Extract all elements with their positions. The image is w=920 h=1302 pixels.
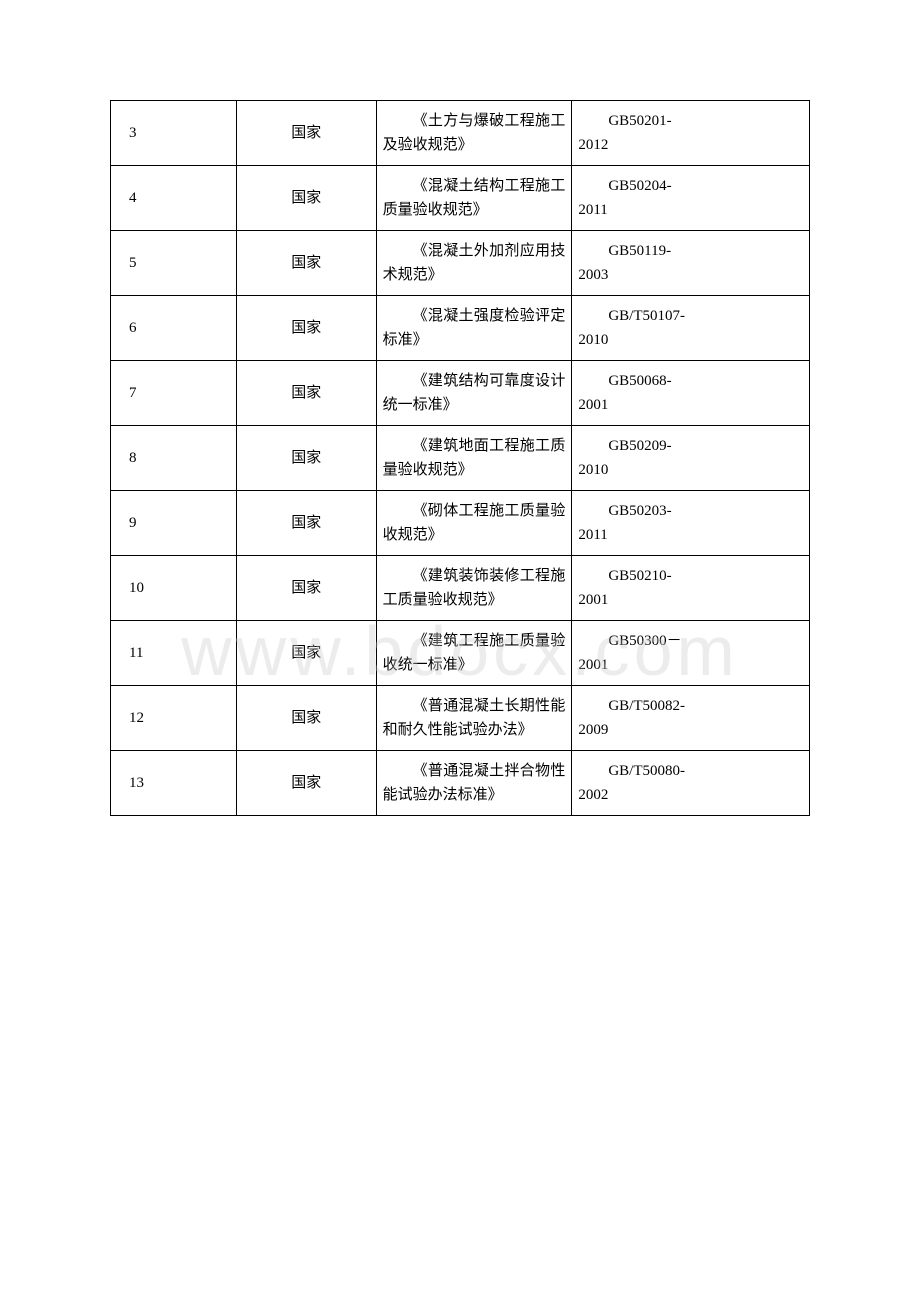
code-year: 2001 [578, 653, 803, 677]
row-number: 3 [111, 101, 237, 166]
table-row: 8国家《建筑地面工程施工质量验收规范》GB50209-2010 [111, 426, 810, 491]
code-year: 2002 [578, 783, 803, 807]
row-number: 9 [111, 491, 237, 556]
row-number: 5 [111, 231, 237, 296]
table-row: 7国家《建筑结构可靠度设计统一标准》GB50068-2001 [111, 361, 810, 426]
code-year: 2011 [578, 523, 803, 547]
row-type: 国家 [236, 751, 376, 816]
code-year: 2003 [578, 263, 803, 287]
code-main: GB50209- [578, 434, 803, 458]
row-type: 国家 [236, 491, 376, 556]
row-standard-code: GB/T50107-2010 [572, 296, 810, 361]
code-main: GB/T50082- [578, 694, 803, 718]
code-year: 2012 [578, 133, 803, 157]
code-year: 2009 [578, 718, 803, 742]
code-year: 2010 [578, 328, 803, 352]
code-year: 2010 [578, 458, 803, 482]
table-row: 11国家《建筑工程施工质量验收统一标准》GB50300－2001 [111, 621, 810, 686]
row-standard-name: 《建筑结构可靠度设计统一标准》 [376, 361, 572, 426]
table-row: 9国家《砌体工程施工质量验收规范》GB50203-2011 [111, 491, 810, 556]
row-standard-code: GB/T50080-2002 [572, 751, 810, 816]
row-standard-code: GB50209-2010 [572, 426, 810, 491]
row-number: 7 [111, 361, 237, 426]
row-standard-name: 《建筑装饰装修工程施工质量验收规范》 [376, 556, 572, 621]
code-year: 2001 [578, 393, 803, 417]
row-number: 8 [111, 426, 237, 491]
row-number: 12 [111, 686, 237, 751]
row-standard-code: GB50201-2012 [572, 101, 810, 166]
row-type: 国家 [236, 101, 376, 166]
row-standard-name: 《普通混凝土长期性能和耐久性能试验办法》 [376, 686, 572, 751]
row-type: 国家 [236, 556, 376, 621]
row-standard-name: 《砌体工程施工质量验收规范》 [376, 491, 572, 556]
table-row: 13国家《普通混凝土拌合物性能试验办法标准》GB/T50080-2002 [111, 751, 810, 816]
row-number: 6 [111, 296, 237, 361]
row-standard-name: 《混凝土结构工程施工质量验收规范》 [376, 166, 572, 231]
row-standard-code: GB50068-2001 [572, 361, 810, 426]
row-standard-name: 《建筑工程施工质量验收统一标准》 [376, 621, 572, 686]
row-type: 国家 [236, 361, 376, 426]
row-type: 国家 [236, 166, 376, 231]
row-type: 国家 [236, 621, 376, 686]
standards-table: 3国家《土方与爆破工程施工及验收规范》GB50201-20124国家《混凝土结构… [110, 100, 810, 816]
code-main: GB50204- [578, 174, 803, 198]
table-row: 6国家《混凝土强度检验评定标准》GB/T50107-2010 [111, 296, 810, 361]
code-main: GB50210- [578, 564, 803, 588]
row-standard-name: 《土方与爆破工程施工及验收规范》 [376, 101, 572, 166]
code-main: GB/T50107- [578, 304, 803, 328]
row-standard-code: GB50210-2001 [572, 556, 810, 621]
table-row: 12国家《普通混凝土长期性能和耐久性能试验办法》GB/T50082-2009 [111, 686, 810, 751]
row-standard-name: 《混凝土外加剂应用技术规范》 [376, 231, 572, 296]
code-main: GB/T50080- [578, 759, 803, 783]
row-type: 国家 [236, 426, 376, 491]
table-row: 5国家《混凝土外加剂应用技术规范》GB50119-2003 [111, 231, 810, 296]
code-main: GB50201- [578, 109, 803, 133]
row-number: 4 [111, 166, 237, 231]
row-type: 国家 [236, 686, 376, 751]
code-year: 2001 [578, 588, 803, 612]
row-standard-code: GB50300－2001 [572, 621, 810, 686]
row-type: 国家 [236, 296, 376, 361]
row-number: 13 [111, 751, 237, 816]
row-standard-name: 《混凝土强度检验评定标准》 [376, 296, 572, 361]
row-type: 国家 [236, 231, 376, 296]
row-standard-code: GB50203-2011 [572, 491, 810, 556]
table-body: 3国家《土方与爆破工程施工及验收规范》GB50201-20124国家《混凝土结构… [111, 101, 810, 816]
row-number: 11 [111, 621, 237, 686]
row-standard-code: GB50204-2011 [572, 166, 810, 231]
table-row: 3国家《土方与爆破工程施工及验收规范》GB50201-2012 [111, 101, 810, 166]
table-row: 10国家《建筑装饰装修工程施工质量验收规范》GB50210-2001 [111, 556, 810, 621]
row-standard-code: GB50119-2003 [572, 231, 810, 296]
code-year: 2011 [578, 198, 803, 222]
table-row: 4国家《混凝土结构工程施工质量验收规范》GB50204-2011 [111, 166, 810, 231]
row-standard-name: 《建筑地面工程施工质量验收规范》 [376, 426, 572, 491]
row-standard-name: 《普通混凝土拌合物性能试验办法标准》 [376, 751, 572, 816]
code-main: GB50203- [578, 499, 803, 523]
code-main: GB50119- [578, 239, 803, 263]
row-number: 10 [111, 556, 237, 621]
row-standard-code: GB/T50082-2009 [572, 686, 810, 751]
code-main: GB50300－ [578, 629, 803, 653]
code-main: GB50068- [578, 369, 803, 393]
